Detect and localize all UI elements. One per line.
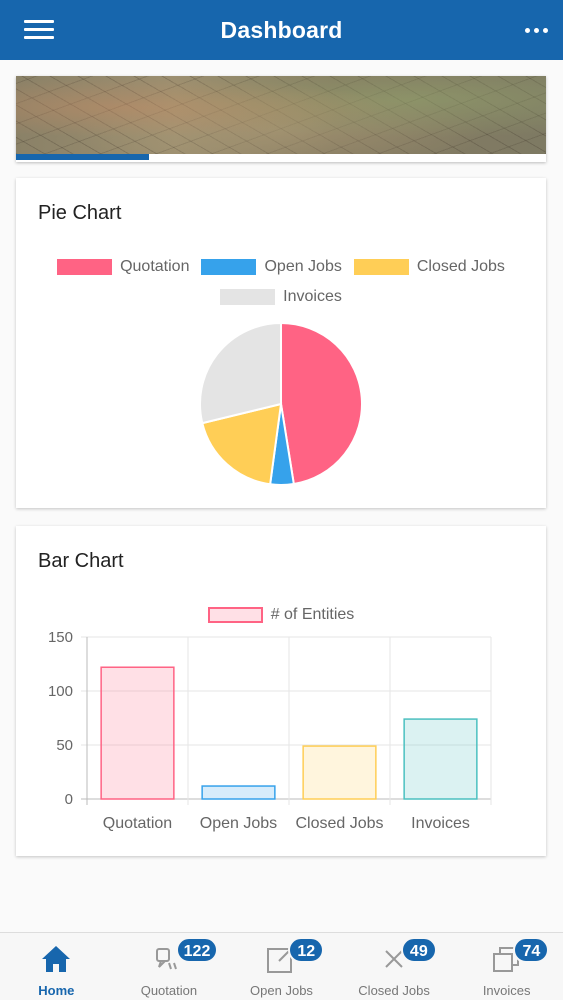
nav-label: Open Jobs	[250, 983, 313, 998]
home-icon	[40, 943, 72, 975]
pie-legend-swatch	[220, 289, 276, 305]
bar-legend-label: # of Entities	[270, 606, 355, 623]
bar-closed-jobs[interactable]	[302, 745, 377, 800]
bar-y-tick-label: 0	[65, 791, 73, 808]
pie-legend-item[interactable]: Quotation	[57, 252, 189, 282]
bar-legend-swatch	[207, 607, 263, 623]
count-badge: 49	[400, 937, 437, 963]
nav-item-quotation[interactable]: 122 Quotation	[113, 933, 226, 1000]
pie-chart-card: Pie Chart Quotation Open Jobs Closed Jobs I…	[16, 178, 546, 508]
bar-x-tick-label: Open Jobs	[200, 815, 277, 832]
pie-chart	[199, 321, 363, 486]
bar-x-tick-label: Quotation	[103, 815, 172, 832]
bar-chart: 0 50 100 150 Quotation Open Jobs Closed Jobs In…	[48, 629, 492, 832]
banner-progress-fill	[16, 154, 149, 160]
more-dots-icon[interactable]	[521, 20, 551, 40]
pie-legend-item[interactable]: Invoices	[220, 282, 342, 312]
pie-legend-item[interactable]: Open Jobs	[201, 252, 342, 282]
hamburger-icon[interactable]	[24, 20, 54, 40]
bar-open-jobs[interactable]	[201, 785, 276, 800]
pie-legend-swatch	[353, 259, 409, 275]
bar-x-tick-label: Invoices	[411, 815, 470, 832]
bar-y-tick-label: 100	[48, 683, 73, 700]
bar-chart-title: Bar Chart	[38, 550, 124, 572]
pie-legend-swatch	[57, 259, 113, 275]
pie-legend-label: Invoices	[283, 288, 342, 305]
pie-legend-label: Closed Jobs	[416, 258, 505, 275]
pie-legend-label: Open Jobs	[264, 258, 342, 275]
pie-legend-swatch	[201, 259, 257, 275]
nav-label: Home	[38, 983, 75, 998]
dashboard-content[interactable]: Pie Chart Quotation Open Jobs Closed Jobs I…	[0, 60, 563, 932]
pie-legend-label: Quotation	[120, 258, 190, 275]
page-title: Dashboard	[220, 16, 343, 43]
close-x-icon	[378, 943, 410, 975]
pie-chart-title: Pie Chart	[38, 202, 122, 224]
pie-legend: Quotation Open Jobs Closed Jobs Invoices	[16, 252, 546, 312]
nav-label: Invoices	[482, 983, 531, 998]
count-badge: 12	[288, 937, 325, 963]
bar-legend-item[interactable]: # of Entities	[207, 600, 355, 630]
pie-slice-open-jobs[interactable]	[269, 403, 295, 486]
bar-y-tick-label: 50	[56, 737, 73, 754]
nav-item-home[interactable]: Home	[0, 933, 113, 1000]
pie-slice-closed-jobs[interactable]	[201, 402, 283, 486]
pie-legend-item[interactable]: Closed Jobs	[353, 252, 505, 282]
bar-quotation[interactable]	[100, 666, 175, 800]
banner-card	[16, 76, 546, 162]
bar-chart-card: Bar Chart # of Entities 0 50 100 150 Quotati…	[16, 526, 546, 856]
bottom-nav: Home 122 Quotation 12 Open Jobs 49 Closed Jobs…	[0, 932, 563, 1000]
bar-x-tick-label: Closed Jobs	[295, 815, 383, 832]
pie-slice-invoices[interactable]	[199, 321, 282, 425]
app-header: Dashboard	[0, 0, 563, 60]
nav-item-open-jobs[interactable]: 12 Open Jobs	[225, 933, 338, 1000]
bar-legend: # of Entities	[16, 600, 546, 630]
nav-item-invoices[interactable]: 74 Invoices	[450, 933, 563, 1000]
nav-item-closed-jobs[interactable]: 49 Closed Jobs	[338, 933, 451, 1000]
banner-progress-track	[16, 154, 546, 162]
quote-icon	[153, 943, 185, 975]
count-badge: 122	[175, 937, 219, 963]
pie-slice-quotation[interactable]	[280, 321, 363, 486]
nav-label: Closed Jobs	[358, 983, 430, 998]
count-badge: 74	[513, 937, 550, 963]
bar-y-tick-label: 150	[48, 629, 73, 646]
banner-map-image	[16, 76, 546, 154]
bar-invoices[interactable]	[403, 718, 478, 800]
nav-label: Quotation	[140, 983, 198, 998]
